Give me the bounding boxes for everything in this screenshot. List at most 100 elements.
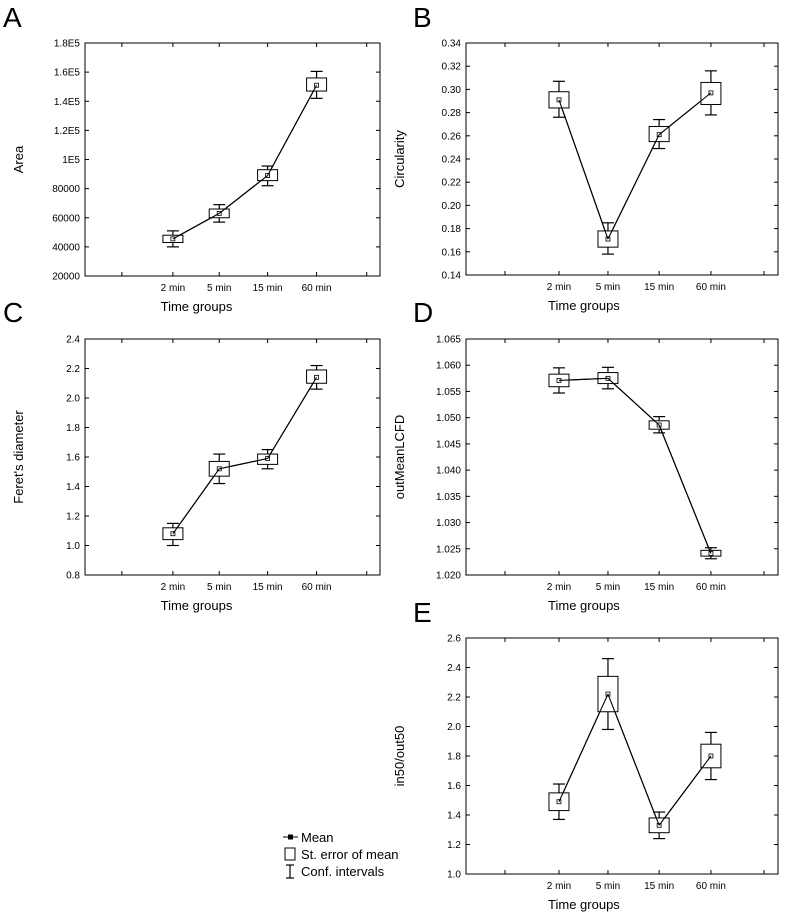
x-tick-label: 15 min xyxy=(644,881,674,892)
x-tick-label: 5 min xyxy=(596,582,620,593)
x-tick-label: 60 min xyxy=(696,282,726,293)
plot-frame xyxy=(465,42,779,276)
mean-line xyxy=(558,692,712,827)
y-tick-label: 20000 xyxy=(52,272,80,283)
mean-segment xyxy=(658,755,712,826)
mean-segment xyxy=(607,693,660,826)
x-tick-label: 15 min xyxy=(644,582,674,593)
x-tick-label: 2 min xyxy=(161,283,185,294)
data-point-d-1 xyxy=(597,366,619,390)
y-tick-label: 0.26 xyxy=(442,131,462,142)
panel-letter: C xyxy=(3,297,23,328)
y-axis-title: Circularity xyxy=(392,130,407,188)
mean-segment xyxy=(558,99,609,240)
x-tick-label: 15 min xyxy=(644,282,674,293)
x-tick-label: 5 min xyxy=(596,282,620,293)
standard-error-box-icon xyxy=(284,847,296,861)
y-tick-label: 1.2E5 xyxy=(54,126,81,137)
plot-frame xyxy=(465,338,779,576)
x-axis-title: Time groups xyxy=(161,598,233,613)
panel-d: D 1.020 1.025 1.030 1.035 1.040 1.045 1.050 1.05… xyxy=(392,297,779,613)
y-tick-label: 1.040 xyxy=(436,466,461,477)
y-tick-label: 1.4 xyxy=(447,811,461,822)
y-tick-label: 1.6 xyxy=(66,453,80,464)
y-tick-label: 1.4 xyxy=(66,482,80,493)
mean-segment xyxy=(267,377,318,459)
y-tick-label: 1E5 xyxy=(62,155,80,166)
y-axis-title: Area xyxy=(11,145,26,173)
legend-label-standard-error: St. error of mean xyxy=(301,847,399,862)
mean-segment xyxy=(607,134,660,240)
x-tick-label: 15 min xyxy=(253,283,283,294)
y-tick-label: 1.050 xyxy=(436,413,461,424)
y-tick-label: 1.0 xyxy=(66,541,80,552)
y-tick-label: 2.4 xyxy=(447,663,461,674)
mean-segment xyxy=(172,212,220,240)
data-point-c-0 xyxy=(162,522,184,547)
legend-item-confidence-intervals: Conf. intervals xyxy=(286,864,385,879)
y-tick-label: 0.24 xyxy=(442,155,462,166)
y-tick-label: 2.4 xyxy=(66,335,80,346)
mean-segment xyxy=(219,457,268,470)
y-tick-label: 0.28 xyxy=(442,108,462,119)
x-tick-label: 5 min xyxy=(207,283,231,294)
y-tick-label: 1.2 xyxy=(66,512,80,523)
mean-segment xyxy=(558,377,608,381)
x-axis-title: Time groups xyxy=(548,897,620,912)
y-axis-title: in50/out50 xyxy=(392,726,407,787)
data-point-c-3 xyxy=(306,364,328,390)
panel-letter: B xyxy=(413,2,432,33)
y-tick-label: 0.8 xyxy=(66,571,80,582)
panel-letter: A xyxy=(3,2,22,33)
mean-segment xyxy=(558,693,609,802)
x-axis-title: Time groups xyxy=(548,598,620,613)
x-axis-title: Time groups xyxy=(161,299,233,314)
y-tick-label: 2.2 xyxy=(66,364,80,375)
y-tick-label: 0.18 xyxy=(442,224,462,235)
y-tick-label: 1.2 xyxy=(447,840,461,851)
y-tick-label: 1.060 xyxy=(436,361,461,372)
y-tick-label: 1.025 xyxy=(436,544,461,555)
panel-e: E 1.0 1.2 1.4 1.6 1.8 2.0 2.2 2.4 2.6 2 min 5 min 15… xyxy=(392,597,779,912)
mean-segment xyxy=(658,92,712,136)
mean-segment xyxy=(267,84,318,176)
legend: Mean St. error of mean Conf. intervals xyxy=(283,830,399,879)
mean-marker-icon xyxy=(283,834,298,840)
x-tick-label: 60 min xyxy=(696,582,726,593)
y-tick-label: 2.0 xyxy=(66,394,80,405)
y-tick-label: 2.2 xyxy=(447,693,461,704)
legend-label-confidence-intervals: Conf. intervals xyxy=(301,864,385,879)
x-tick-label: 60 min xyxy=(302,283,332,294)
data-point-d-0 xyxy=(548,367,570,394)
data-point-a-3 xyxy=(306,70,328,99)
plot-frame xyxy=(84,42,381,277)
y-tick-label: 60000 xyxy=(52,213,80,224)
y-tick-label: 1.020 xyxy=(436,571,461,582)
y-tick-label: 1.4E5 xyxy=(54,97,81,108)
confidence-whisker-icon xyxy=(286,864,294,879)
y-tick-label: 1.055 xyxy=(436,387,461,398)
y-axis-title: outMeanLCFD xyxy=(392,415,407,500)
x-tick-label: 60 min xyxy=(696,881,726,892)
y-tick-label: 1.045 xyxy=(436,439,461,450)
y-tick-label: 0.14 xyxy=(442,271,462,282)
x-tick-label: 2 min xyxy=(547,282,571,293)
y-tick-label: 0.20 xyxy=(442,201,462,212)
mean-line xyxy=(172,84,318,240)
legend-label-mean: Mean xyxy=(301,830,334,845)
panel-c: C 0.8 1.0 1.2 1.4 1.6 1.8 2.0 2.2 2.4 2 min 5 min 15… xyxy=(3,297,381,613)
y-tick-label: 1.8 xyxy=(447,752,461,763)
panel-a: A 20000 40000 60000 80000 1E5 1.2E5 1.4E5 1.6E5 1… xyxy=(3,2,381,314)
mean-line xyxy=(172,377,318,535)
mean-segment xyxy=(607,377,660,426)
x-tick-label: 2 min xyxy=(161,582,185,593)
x-tick-label: 5 min xyxy=(207,582,231,593)
legend-item-mean: Mean xyxy=(283,830,334,845)
y-tick-label: 40000 xyxy=(52,242,80,253)
y-tick-label: 1.6E5 xyxy=(54,68,81,79)
y-tick-label: 1.065 xyxy=(436,335,461,346)
y-tick-label: 1.6 xyxy=(447,781,461,792)
y-tick-label: 1.030 xyxy=(436,518,461,529)
x-tick-label: 15 min xyxy=(253,582,283,593)
